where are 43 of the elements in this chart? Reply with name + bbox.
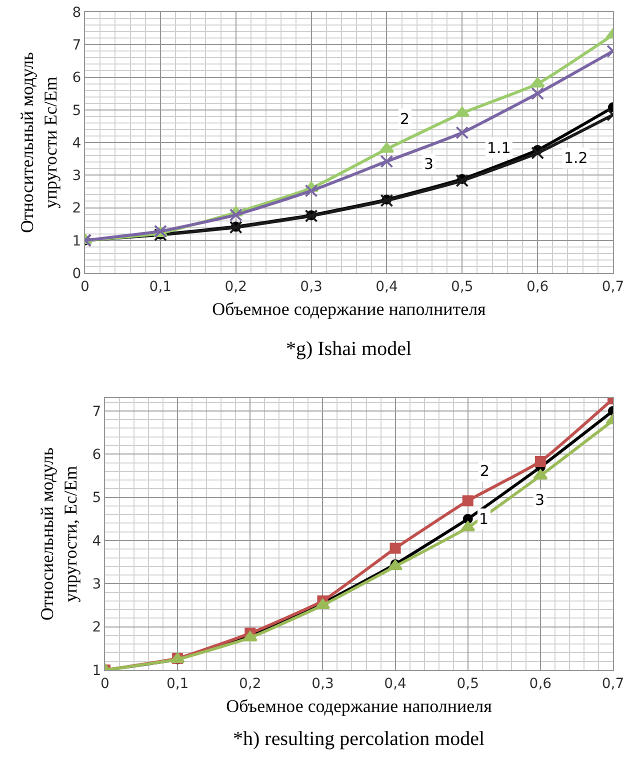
x-tick-label: 0,6: [526, 278, 549, 295]
y-tick-label: 7: [92, 404, 102, 420]
y-tick-label: 1: [92, 662, 102, 679]
series-label: 2: [400, 110, 410, 128]
x-tick-label: 0,3: [312, 676, 334, 692]
x-tick-label: 0,4: [384, 676, 407, 692]
series-label: 3: [424, 155, 434, 173]
series-label: 1: [479, 510, 489, 528]
x-tick-label: 0,2: [224, 278, 247, 295]
x-tick-label: 0,3: [300, 278, 322, 295]
x-tick-label: 0,4: [376, 278, 398, 295]
y-tick-label: 3: [92, 576, 102, 593]
y-tick-label: 5: [72, 102, 82, 119]
y-tick-label: 3: [72, 168, 82, 184]
series-label: 1.2: [564, 149, 588, 167]
series-label: 1.1: [487, 139, 511, 157]
x-tick-label: 0,5: [456, 676, 479, 692]
x-axis-title: Объемное содержание наполниеля: [226, 696, 492, 716]
x-tick-label: 0,5: [451, 278, 474, 295]
y-axis-title: Относительный модуль упругости Ес/Em: [17, 52, 60, 233]
x-tick-label: 0,2: [239, 676, 262, 692]
x-tick-label: 0,7: [602, 676, 624, 692]
y-tick-label: 4: [72, 135, 82, 152]
x-tick-label: 0,1: [149, 278, 172, 295]
y-tick-label: 6: [72, 70, 82, 86]
y-tick-label: 8: [72, 4, 82, 21]
y-tick-label: 2: [72, 200, 82, 217]
y-tick-label: 2: [92, 620, 102, 636]
x-tick-label: 0,7: [602, 278, 624, 295]
text: *h) resulting percolation model: [233, 728, 486, 750]
y-axis-title: Относиельный модуль упругости, Ес/Em: [37, 447, 80, 621]
y-tick-label: 5: [92, 490, 102, 506]
y-tick-label: 6: [92, 447, 102, 464]
series-label: 2: [480, 462, 490, 480]
y-tick-label: 1: [72, 233, 82, 250]
x-axis-title: Объемное содержание наполнителя: [212, 298, 486, 319]
x-tick-label: 0,6: [529, 676, 552, 692]
text: *g) Ishai model: [286, 338, 412, 360]
y-tick-label: 0: [72, 266, 82, 282]
series-label: 3: [535, 491, 545, 509]
x-tick-label: 0,1: [166, 676, 189, 692]
y-tick-label: 4: [92, 533, 102, 550]
y-tick-label: 7: [72, 38, 82, 54]
